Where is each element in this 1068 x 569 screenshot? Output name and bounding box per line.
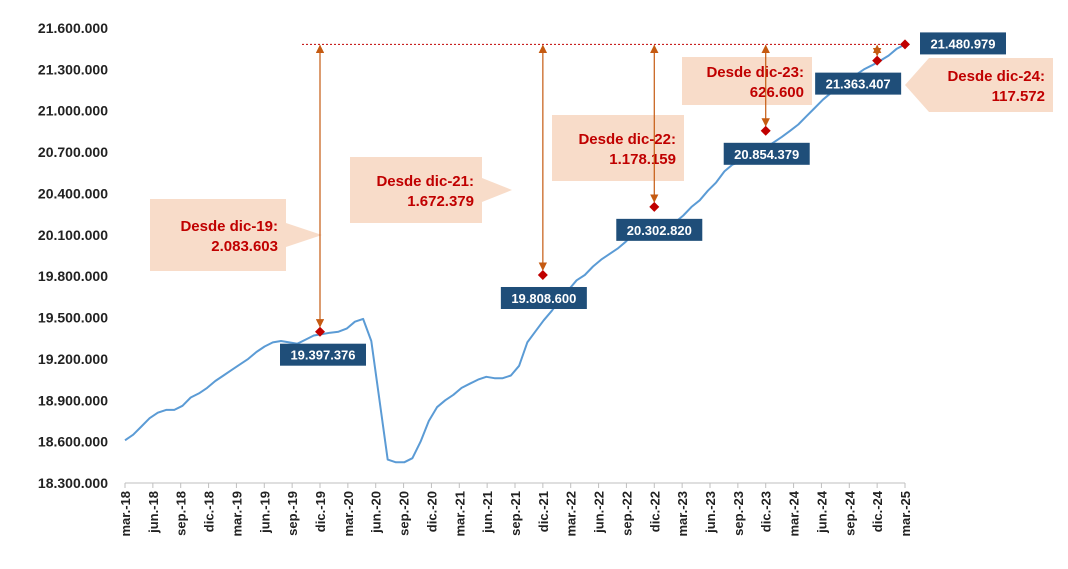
series-line	[124, 43, 906, 464]
x-tick-label: sep.-21	[508, 491, 523, 536]
y-tick-label: 20.700.000	[38, 144, 108, 160]
value-label-box	[723, 142, 810, 165]
x-tick-label: jun.-19	[257, 491, 272, 534]
x-tick-label: mar.-25	[898, 491, 913, 537]
x-tick-label: sep.-18	[174, 491, 189, 536]
annotation-value: 1.178.159	[609, 151, 676, 168]
value-labels: 19.397.376 19.808.600 20.302.820 20.854.379…	[280, 32, 1006, 366]
annotation-callout	[350, 157, 512, 223]
x-tick-label: mar.-23	[675, 491, 690, 537]
x-tick-label: mar.-18	[118, 491, 133, 537]
x-tick-label: sep.-22	[619, 491, 634, 536]
x-tick-label: mar.-21	[452, 491, 467, 537]
annotation-callout	[150, 199, 322, 271]
y-tick-label: 19.500.000	[38, 310, 108, 326]
x-tick-label: jun.-24	[814, 490, 829, 534]
annotation-callout	[905, 58, 1053, 112]
x-tick-label: jun.-21	[480, 491, 495, 534]
y-tick-label: 20.100.000	[38, 227, 108, 243]
x-tick-label: sep.-19	[285, 491, 300, 536]
y-tick-label: 21.300.000	[38, 61, 108, 77]
value-label-box	[616, 218, 703, 241]
x-tick-label: mar.-19	[229, 491, 244, 537]
x-tick-label: dic.-19	[313, 491, 328, 532]
x-tick-label: sep.-23	[731, 491, 746, 536]
x-tick-label: sep.-20	[397, 491, 412, 536]
x-tick-label: dic.-23	[759, 491, 774, 532]
annotation-title: Desde dic-21:	[376, 173, 474, 190]
value-label-box	[815, 72, 902, 95]
annotation-callout	[552, 115, 684, 181]
annotation-callout	[682, 57, 812, 105]
x-tick-label: mar.-22	[564, 491, 579, 537]
annotation-value: 626.600	[750, 84, 804, 101]
highlight-marker	[649, 201, 660, 212]
y-tick-label: 21.000.000	[38, 103, 108, 119]
highlight-marker	[315, 326, 325, 337]
x-tick-label: dic.-22	[647, 491, 662, 532]
y-tick-label: 21.600.000	[38, 20, 108, 36]
annotation-title: Desde dic-23:	[706, 64, 804, 81]
annotation-value: 2.083.603	[211, 238, 278, 255]
value-label: 20.302.820	[627, 223, 692, 238]
value-label: 21.480.979	[930, 36, 995, 51]
y-tick-label: 18.900.000	[38, 392, 108, 408]
x-tick-label: jun.-22	[592, 491, 607, 534]
x-tick-label: jun.-20	[369, 491, 384, 534]
value-label: 19.397.376	[290, 348, 355, 363]
x-tick-label: jun.-23	[703, 491, 718, 534]
annotation-title: Desde dic-22:	[578, 131, 676, 148]
x-tick-label: dic.-20	[424, 491, 439, 532]
y-tick-label: 19.800.000	[38, 268, 108, 284]
series-layer	[124, 39, 910, 464]
x-tick-label: jun.-18	[146, 491, 161, 534]
value-label: 19.808.600	[511, 291, 576, 306]
annotations-layer: Desde dic-19: 2.083.603 Desde dic-21: 1.672…	[150, 57, 1053, 271]
x-tick-label: mar.-24	[787, 490, 802, 536]
value-label: 21.363.407	[826, 77, 891, 92]
annotation-title: Desde dic-24:	[947, 68, 1045, 85]
highlight-marker	[537, 269, 548, 280]
x-tick-label: mar.-20	[341, 491, 356, 537]
y-tick-label: 19.200.000	[38, 351, 108, 367]
value-label-box	[280, 343, 366, 366]
x-tick-label: dic.-24	[870, 490, 885, 532]
value-label: 20.854.379	[734, 147, 799, 162]
x-axis: mar.-18 jun.-18 sep.-18 dic.-18 mar.-19 jun.-…	[118, 482, 913, 537]
annotation-value: 1.672.379	[407, 193, 474, 210]
y-tick-label: 18.600.000	[38, 434, 108, 450]
x-tick-label: sep.-24	[842, 490, 857, 536]
annotation-value: 117.572	[992, 88, 1045, 105]
y-tick-label: 18.300.000	[38, 475, 108, 491]
highlight-marker	[760, 125, 771, 136]
difference-arrows	[302, 43, 905, 328]
highlight-marker	[872, 55, 883, 66]
value-label-box	[500, 286, 587, 309]
y-tick-label: 20.400.000	[38, 185, 108, 201]
x-tick-label: dic.-18	[202, 491, 217, 532]
highlight-marker	[900, 39, 910, 50]
value-label-box	[920, 32, 1006, 55]
y-axis: 18.300.000 18.600.000 18.900.000 19.200.000…	[38, 20, 108, 491]
x-tick-label: dic.-21	[536, 491, 551, 532]
annotation-title: Desde dic-19:	[180, 218, 278, 235]
